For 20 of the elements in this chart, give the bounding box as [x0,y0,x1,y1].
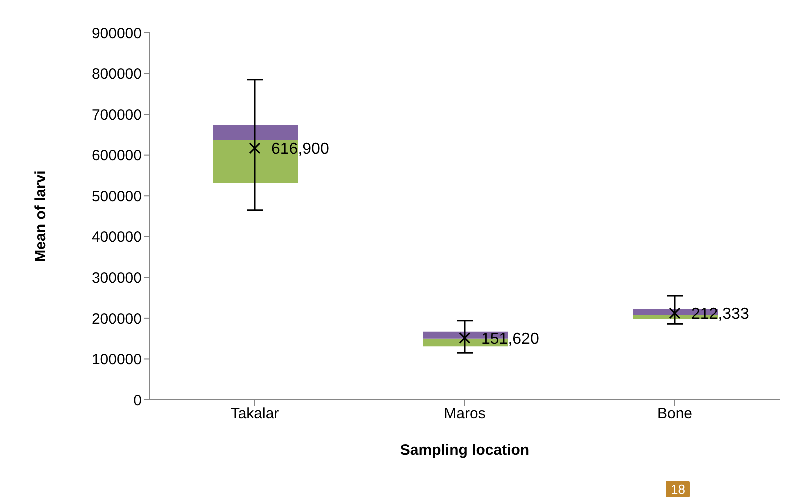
y-tick-label: 100000 [92,352,142,369]
x-axis-title: Sampling location [400,442,530,459]
y-tick-label: 700000 [92,106,142,124]
y-axis-title: Mean of larvi [32,170,50,262]
y-tick-label: 800000 [92,66,142,84]
bar [213,125,298,140]
y-tick-label: 900000 [92,25,142,42]
y-tick-label: 600000 [92,148,142,165]
point [249,142,261,154]
y-tick-label: 500000 [92,188,142,206]
y-tick-label: 300000 [92,270,142,287]
x-tick-label: Takalar [230,406,280,423]
point [459,332,471,344]
y-tick-label: 0 [134,392,142,410]
text: 18 [666,481,690,497]
y-tick-label: 200000 [92,310,142,328]
point [669,308,681,320]
x-tick-label: Bone [657,406,693,423]
x-tick-label: Maros [444,406,486,423]
y-tick-label: 400000 [92,229,142,246]
